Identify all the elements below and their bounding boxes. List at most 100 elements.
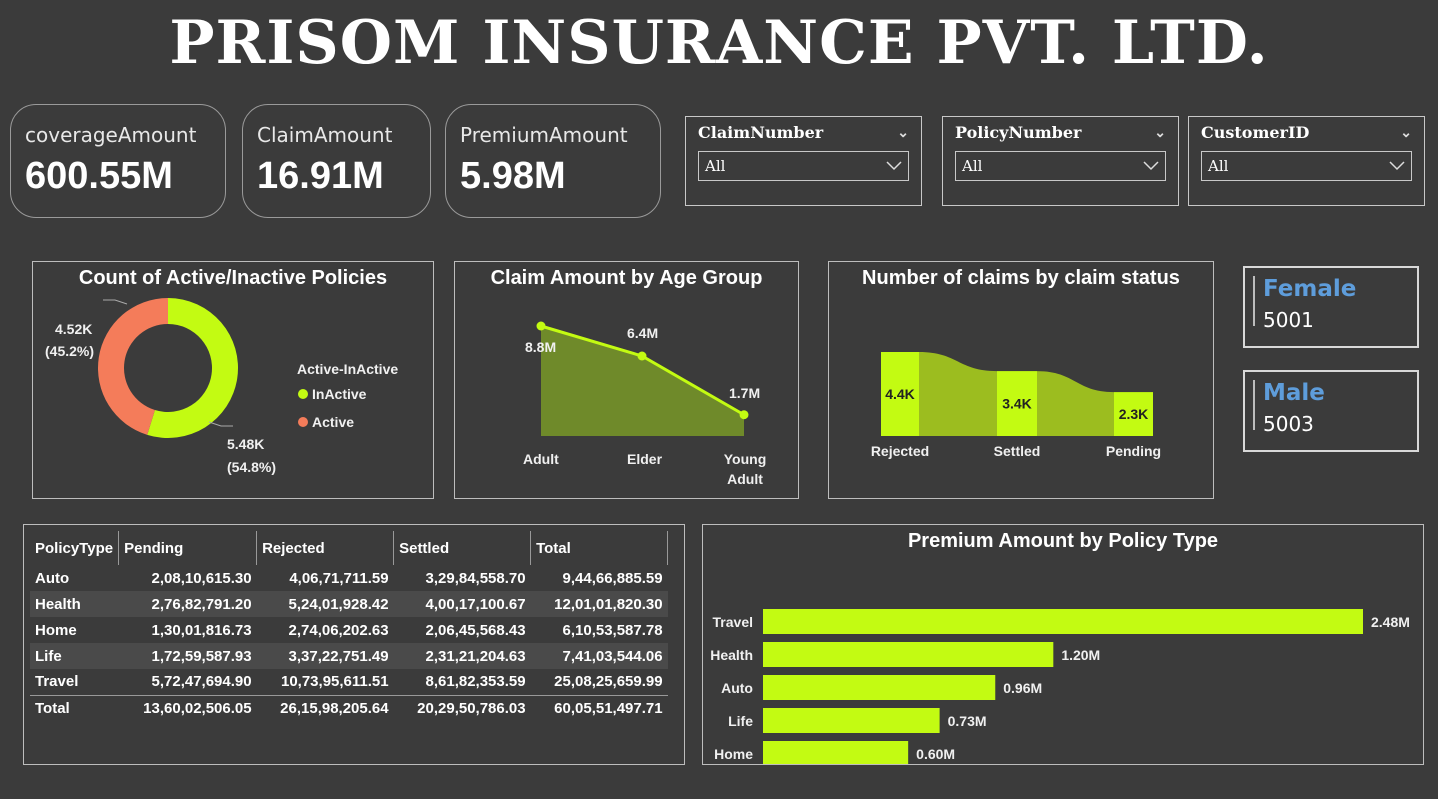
x-tick-label: Adult <box>523 451 559 467</box>
y-tick-label: Life <box>728 713 753 729</box>
x-tick-label: Elder <box>627 451 663 467</box>
y-tick-label: Auto <box>721 680 753 696</box>
female-label: Female <box>1263 276 1357 302</box>
male-count: 5003 <box>1263 412 1314 436</box>
bar-auto <box>763 675 996 700</box>
table-cell: 3,37,22,751.49 <box>256 643 394 669</box>
policy-number-dropdown[interactable]: All <box>955 151 1166 181</box>
claims-by-status-panel[interactable]: Number of claims by claim status 4.4K Rej… <box>828 261 1214 499</box>
claim-by-age-panel[interactable]: Claim Amount by Age Group 8.8M 6.4M 1.7M Ad… <box>454 261 799 499</box>
claim-number-dropdown[interactable]: All <box>698 151 909 181</box>
table-header-cell[interactable]: Pending <box>118 531 258 565</box>
table-cell: 20,29,50,786.03 <box>393 694 531 721</box>
table-cell: 1,72,59,587.93 <box>118 643 257 669</box>
table-cell: 2,08,10,615.30 <box>151 569 252 587</box>
table-cell: 4,06,71,711.59 <box>289 569 389 587</box>
x-tick-label: Pending <box>1106 443 1161 459</box>
kpi-card-coverage-amount[interactable]: coverageAmount 600.55M <box>10 104 226 218</box>
chart-title: Number of claims by claim status <box>862 267 1180 289</box>
table-header-cell[interactable]: Rejected <box>256 531 395 565</box>
policy-type-table: PolicyType Pending Rejected Settled Total Au… <box>30 531 669 721</box>
card-accent-bar <box>1253 276 1255 326</box>
kpi-value: 5.98M <box>460 155 566 197</box>
table-cell: Total <box>30 694 119 721</box>
y-tick-label: Home <box>714 746 753 762</box>
premium-by-type-panel[interactable]: Premium Amount by Policy Type Travel 2.48… <box>702 524 1424 765</box>
table-cell: 6,10,53,587.78 <box>562 621 663 639</box>
bar-settled <box>997 371 1037 436</box>
slicer-label: ClaimNumber <box>698 123 824 142</box>
slicer-label: CustomerID <box>1201 123 1310 142</box>
bar-travel <box>763 609 1363 634</box>
chevron-down-icon[interactable]: ⌄ <box>1400 124 1412 141</box>
table-row[interactable]: Health 2,76,82,791.20 5,24,01,928.42 4,00,1… <box>30 591 668 617</box>
table-cell: 2,74,06,202.63 <box>288 621 389 639</box>
data-point <box>739 410 749 420</box>
table-header-cell[interactable]: Settled <box>393 531 532 565</box>
donut-label-inactive: 5.48K <box>227 436 264 452</box>
table-cell: 12,01,01,820.30 <box>530 591 668 617</box>
area-chart: 8.8M 6.4M 1.7M Adult Elder Young Adult <box>523 321 767 487</box>
kpi-value: 16.91M <box>257 155 384 197</box>
table-row[interactable]: Auto 2,08,10,615.30 4,06,71,711.59 3,29,84,… <box>30 565 668 591</box>
table-cell: 60,05,51,497.71 <box>530 694 668 721</box>
chart-title: Count of Active/Inactive Policies <box>78 267 388 289</box>
kpi-card-premium-amount[interactable]: PremiumAmount 5.98M <box>445 104 661 218</box>
customer-id-dropdown[interactable]: All <box>1201 151 1412 181</box>
table-cell: Health <box>30 591 119 617</box>
table-row[interactable]: Home 1,30,01,816.73 2,74,06,202.63 2,06,45,… <box>30 617 668 643</box>
kpi-card-claim-amount[interactable]: ClaimAmount 16.91M <box>242 104 431 218</box>
table-cell: 2,31,21,204.63 <box>393 643 531 669</box>
data-label: 6.4M <box>627 325 658 341</box>
dropdown-value: All <box>962 157 983 175</box>
policy-type-table-panel[interactable] <box>23 524 685 765</box>
card-accent-bar <box>1253 380 1255 430</box>
donut-percent-inactive: (54.8%) <box>227 459 276 475</box>
female-card[interactable]: Female 5001 <box>1243 266 1419 348</box>
table-row[interactable]: Travel 5,72,47,694.90 10,73,95,611.51 8,61,… <box>30 669 668 695</box>
chevron-down-icon[interactable]: ⌄ <box>897 124 909 141</box>
table-cell: 1,30,01,816.73 <box>151 621 252 639</box>
table-cell: 9,44,66,885.59 <box>562 569 663 587</box>
donut-label-active: 4.52K <box>55 321 92 337</box>
horizontal-bar-chart: Travel 2.48M Health 1.20M Auto 0.96M Life 0.73M… <box>710 609 1410 764</box>
donut-percent-active: (45.2%) <box>45 343 94 359</box>
chevron-down-icon <box>1143 161 1159 171</box>
data-label: 0.96M <box>1003 680 1042 696</box>
chevron-down-icon[interactable]: ⌄ <box>1154 124 1166 141</box>
data-label: 2.48M <box>1371 614 1410 630</box>
male-label: Male <box>1263 380 1325 406</box>
bar-life <box>763 708 940 733</box>
leader-line <box>103 299 128 305</box>
x-tick-label: Young Adult <box>724 451 767 487</box>
table-header-cell[interactable]: PolicyType <box>30 531 120 565</box>
table-cell: 5,24,01,928.42 <box>256 591 394 617</box>
table-cell: 2,76,82,791.20 <box>118 591 257 617</box>
table-row[interactable]: Life 1,72,59,587.93 3,37,22,751.49 2,31,21,… <box>30 643 668 669</box>
data-label: 1.20M <box>1061 647 1100 663</box>
table-cell: 25,08,25,659.99 <box>554 673 663 691</box>
legend-marker <box>298 389 308 399</box>
data-label: 3.4K <box>1002 396 1032 412</box>
table-header-cell[interactable]: Total <box>530 531 669 565</box>
chevron-down-icon <box>886 161 902 171</box>
ribbon-connector <box>919 352 997 436</box>
ribbon-chart: 4.4K Rejected 3.4K Settled 2.3K Pending <box>871 352 1161 459</box>
table-cell: 4,00,17,100.67 <box>393 591 531 617</box>
table-cell: 2,06,45,568.43 <box>425 621 526 639</box>
table-cell: Life <box>30 643 119 669</box>
x-tick-label: Settled <box>994 443 1041 459</box>
chart-title: Claim Amount by Age Group <box>490 267 763 289</box>
slicer-policy-number: PolicyNumber ⌄ All <box>942 116 1179 206</box>
male-card[interactable]: Male 5003 <box>1243 370 1419 452</box>
data-point <box>536 321 546 331</box>
table-total-row[interactable]: Total 13,60,02,506.05 26,15,98,205.64 20,29… <box>30 694 668 721</box>
kpi-value: 600.55M <box>25 155 173 197</box>
table-cell: 7,41,03,544.06 <box>530 643 668 669</box>
table-cell: 5,72,47,694.90 <box>151 673 252 691</box>
data-label: 8.8M <box>525 339 556 355</box>
active-inactive-donut-panel[interactable]: Count of Active/Inactive Policies 5.48K (… <box>32 261 434 499</box>
y-tick-label: Health <box>710 647 753 663</box>
y-tick-label: Travel <box>713 614 753 630</box>
table-cell: 13,60,02,506.05 <box>118 694 257 721</box>
